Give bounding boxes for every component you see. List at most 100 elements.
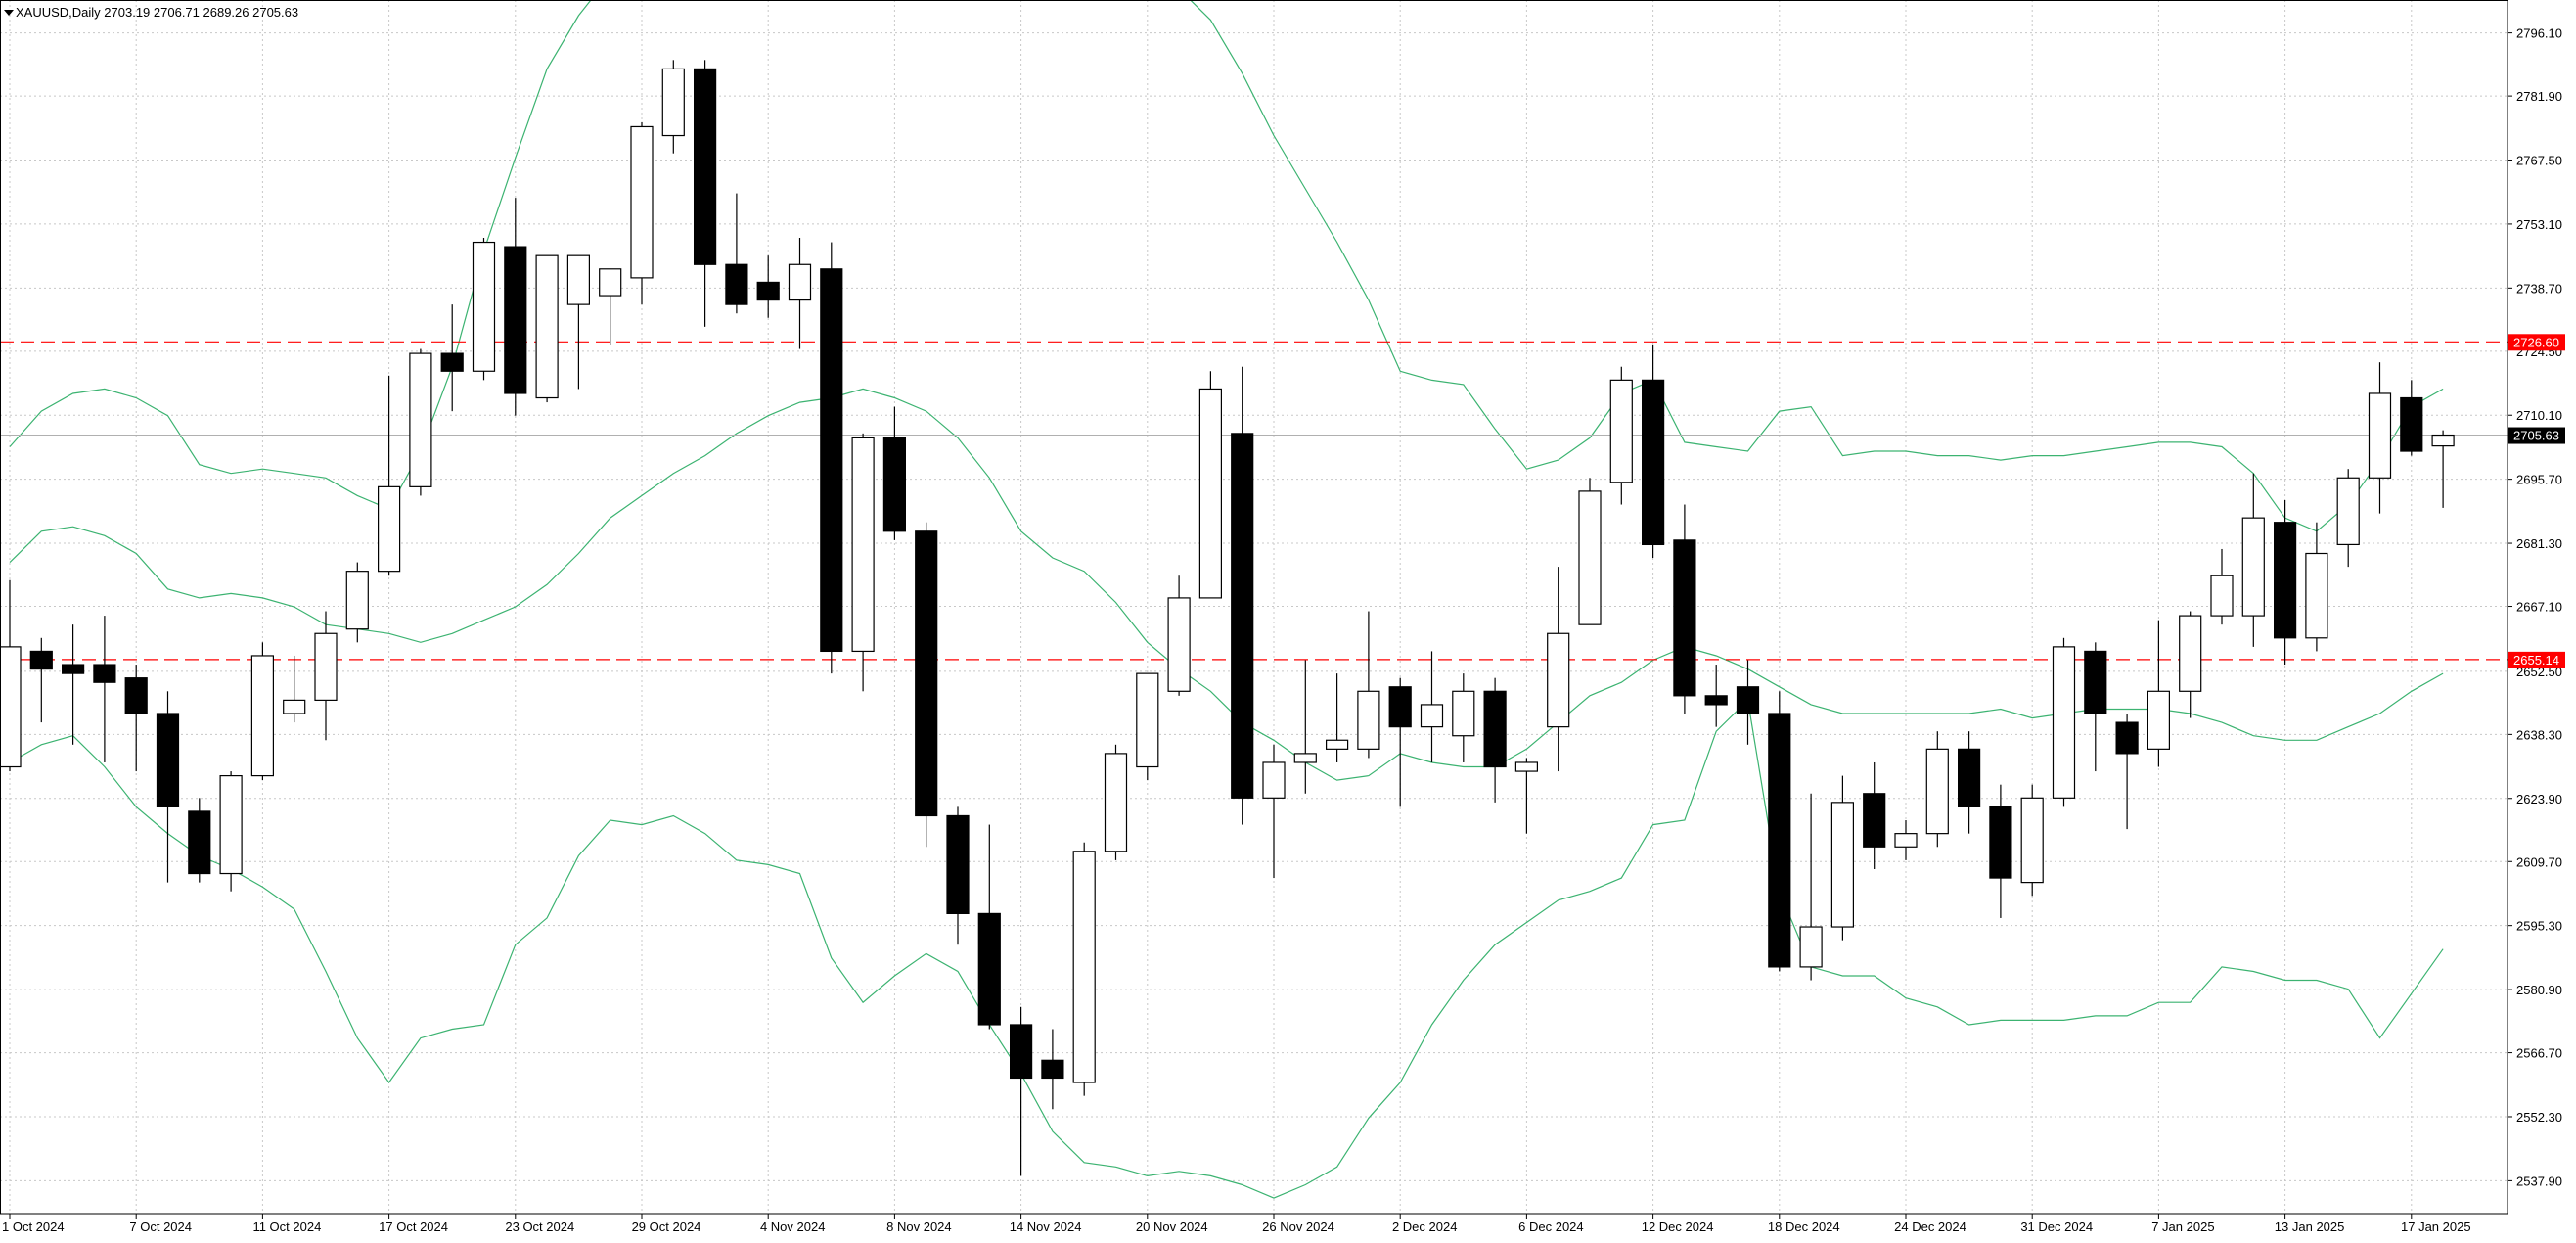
candle: [156, 691, 180, 883]
candle-body-bull: [1325, 739, 1349, 750]
candle-body-bull: [219, 775, 243, 875]
candle: [1578, 478, 1602, 625]
candle: [1483, 677, 1507, 803]
candle: [661, 60, 685, 154]
candle-body-bear: [61, 664, 85, 674]
horizontal-level-tag: 2655.14: [2513, 653, 2559, 668]
candle: [2400, 380, 2423, 456]
y-tick-label: 2595.30: [2516, 919, 2562, 934]
candle-body-bear: [1041, 1059, 1064, 1080]
x-tick-label: 31 Dec 2024: [2020, 1220, 2093, 1234]
candle-body-bear: [977, 912, 1001, 1026]
candle: [2020, 784, 2044, 897]
candle: [1547, 567, 1570, 772]
x-tick-label: 1 Oct 2024: [2, 1220, 65, 1234]
candle: [1041, 1029, 1064, 1110]
candle-body-bear: [725, 263, 748, 305]
x-tick-label: 20 Nov 2024: [1136, 1220, 1208, 1234]
candle-body-bull: [1578, 490, 1602, 625]
candle-body-bull: [630, 125, 654, 279]
dropdown-arrow-icon[interactable]: [4, 10, 14, 16]
candle: [1452, 673, 1475, 762]
candle: [504, 198, 527, 416]
candle-body-bear: [1989, 806, 2012, 879]
candle-body-bull: [2020, 797, 2044, 884]
candle-body-bear: [1863, 793, 1886, 848]
candle: [1799, 793, 1823, 981]
horizontal-level-tag: 2726.60: [2513, 335, 2559, 349]
candle: [1325, 673, 1349, 762]
candle-body-bear: [124, 677, 148, 714]
candle-body-bull: [409, 352, 432, 487]
candle-body-bull: [535, 254, 559, 399]
y-tick-label: 2667.10: [2516, 600, 2562, 615]
candle-body-bull: [788, 263, 812, 301]
x-tick-label: 8 Nov 2024: [886, 1220, 952, 1234]
candle: [314, 611, 338, 741]
candle: [1925, 731, 1949, 848]
candle: [188, 798, 211, 883]
candle-body-bull: [472, 241, 496, 372]
candle: [1009, 1006, 1033, 1176]
candle: [1357, 611, 1380, 759]
candle-body-bull: [2431, 434, 2455, 447]
candle: [756, 255, 780, 318]
candle: [2115, 714, 2139, 830]
x-tick-label: 4 Nov 2024: [760, 1220, 826, 1234]
candle-body-bear: [440, 352, 464, 372]
x-tick-label: 18 Dec 2024: [1768, 1220, 1840, 1234]
candle-body-bull: [1420, 704, 1444, 728]
candles: [0, 60, 2455, 1176]
candle-body-bear: [1736, 686, 1760, 714]
candle-body-bear: [2274, 522, 2297, 639]
y-tick-label: 2681.30: [2516, 536, 2562, 551]
x-tick-label: 7 Jan 2025: [2151, 1220, 2214, 1234]
candle: [440, 304, 464, 412]
candle-body-bull: [566, 254, 591, 305]
candle: [1704, 665, 1728, 727]
candle-body-bull: [2179, 615, 2202, 692]
candle-body-bear: [882, 437, 907, 532]
candle-body-bear: [1704, 695, 1728, 706]
candle: [1989, 784, 2012, 918]
candle-body-bull: [250, 655, 274, 777]
candle-body-bear: [1641, 379, 1665, 546]
candle-body-bear: [93, 664, 116, 683]
candle: [250, 642, 274, 781]
current-price-tag: 2705.63: [2513, 429, 2559, 443]
candle: [345, 562, 369, 643]
grid-layer: [0, 0, 2508, 1214]
candle-body-bear: [1483, 690, 1507, 768]
chart-title: XAUUSD,Daily 2703.19 2706.71 2689.26 270…: [16, 5, 299, 20]
y-tick-label: 2781.90: [2516, 89, 2562, 104]
candle: [1262, 744, 1286, 879]
candle: [2336, 469, 2360, 568]
candle: [820, 242, 843, 674]
horizontal-level-tag-bg: [2508, 334, 2565, 351]
candle: [1673, 504, 1696, 714]
candle: [882, 406, 907, 540]
candle: [1736, 660, 1760, 745]
candle: [1293, 660, 1317, 794]
candle: [0, 579, 22, 772]
candle-body-bull: [345, 571, 369, 630]
candle: [851, 433, 875, 692]
y-tick-label: 2753.10: [2516, 217, 2562, 232]
candle-body-bear: [1768, 713, 1791, 968]
candle: [1072, 842, 1096, 1096]
candle: [599, 268, 622, 345]
y-tick-label: 2710.10: [2516, 408, 2562, 423]
candle: [1136, 672, 1159, 781]
candle-body-bear: [29, 650, 53, 670]
y-tick-label: 2638.30: [2516, 727, 2562, 742]
candle-body-bear: [1673, 539, 1696, 697]
price-axis: 2796.10 2781.90 2767.50 2753.10 2738.70 2710.…: [0, 0, 2562, 1215]
candle-body-bull: [1293, 753, 1317, 763]
y-tick-label: 2695.70: [2516, 473, 2562, 487]
candle-body-bull: [1262, 761, 1286, 799]
horizontal-level-tag-bg: [2508, 651, 2565, 668]
x-tick-label: 11 Oct 2024: [252, 1220, 321, 1234]
candle-body-bear: [1957, 748, 1981, 807]
